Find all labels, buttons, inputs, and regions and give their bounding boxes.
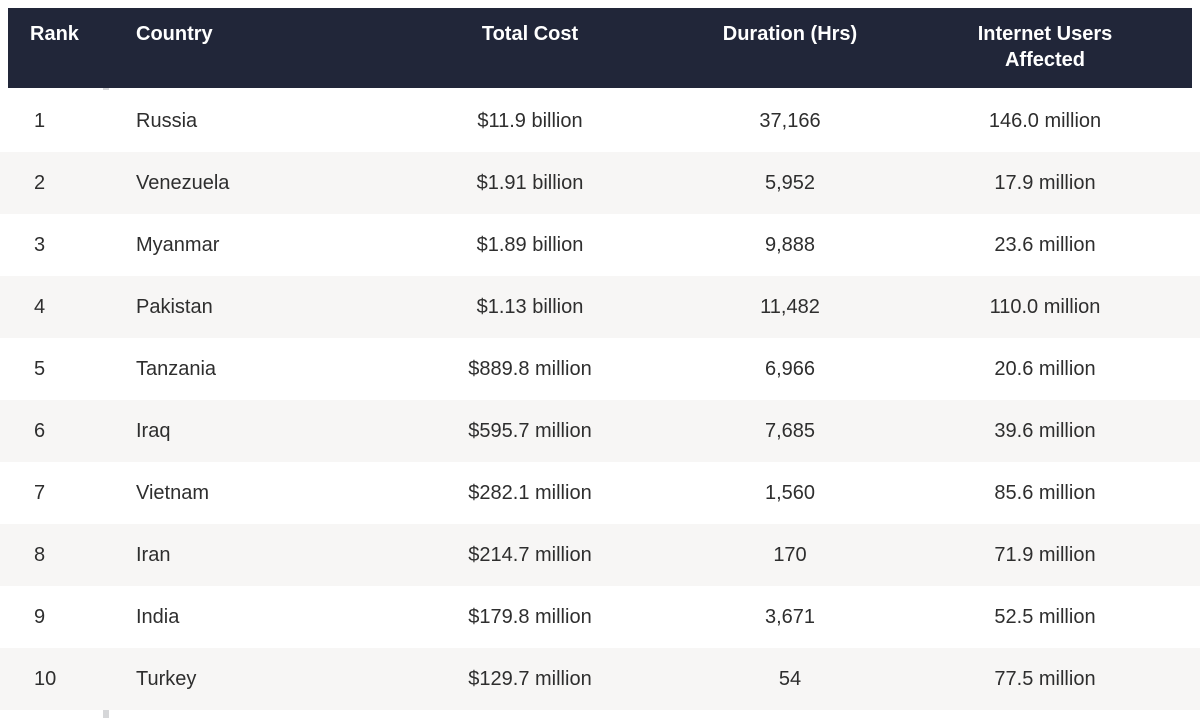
duration-cell: 170 [773, 543, 807, 566]
table-body: 1 Russia $11.9 billion 37,166 146.0 mill… [0, 90, 1200, 710]
users-affected-cell: 146.0 million [988, 109, 1102, 132]
rank-cell: 5 [34, 357, 46, 380]
table-header-row: Rank Country Total Cost Duration (Hrs) I… [0, 8, 1200, 88]
total-cost-cell: $1.13 billion [476, 295, 584, 318]
duration-cell: 37,166 [759, 109, 821, 132]
table-row: 10 Turkey $129.7 million 54 77.5 million [0, 648, 1200, 710]
table-row: 2 Venezuela $1.91 billion 5,952 17.9 mil… [0, 152, 1200, 214]
total-cost-cell: $11.9 billion [477, 109, 583, 132]
column-header-total-cost: Total Cost [481, 23, 579, 45]
total-cost-cell: $1.89 billion [476, 233, 584, 256]
column-header-rank: Rank [30, 23, 79, 45]
duration-cell: 5,952 [764, 171, 816, 194]
country-cell: Venezuela [136, 171, 230, 194]
total-cost-cell: $595.7 million [468, 419, 592, 442]
total-cost-cell: $214.7 million [468, 543, 592, 566]
users-affected-cell: 20.6 million [994, 357, 1096, 380]
table-row: 4 Pakistan $1.13 billion 11,482 110.0 mi… [0, 276, 1200, 338]
rank-cell: 3 [34, 233, 46, 256]
duration-cell: 3,671 [764, 605, 816, 628]
country-cell: Iran [136, 543, 171, 566]
rank-cell: 8 [34, 543, 46, 566]
users-affected-cell: 39.6 million [994, 419, 1096, 442]
rank-cell: 2 [34, 171, 46, 194]
column-header-users-affected-label: Internet Users Affected [977, 23, 1113, 71]
users-affected-cell: 71.9 million [994, 543, 1096, 566]
rank-cell: 4 [34, 295, 46, 318]
country-cell: India [136, 605, 180, 628]
table-header-background [8, 8, 1192, 88]
column-header-duration: Duration (Hrs) [722, 23, 858, 45]
users-affected-cell: 110.0 million [989, 295, 1101, 318]
duration-cell: 7,685 [764, 419, 816, 442]
rank-cell: 9 [34, 605, 46, 628]
table-row: 3 Myanmar $1.89 billion 9,888 23.6 milli… [0, 214, 1200, 276]
country-cell: Turkey [136, 667, 197, 690]
users-affected-cell: 85.6 million [994, 481, 1096, 504]
total-cost-cell: $1.91 billion [476, 171, 584, 194]
rank-cell: 6 [34, 419, 46, 442]
duration-cell: 6,966 [764, 357, 816, 380]
rank-cell: 1 [34, 109, 46, 132]
country-cell: Pakistan [136, 295, 213, 318]
table-row: 7 Vietnam $282.1 million 1,560 85.6 mill… [0, 462, 1200, 524]
duration-cell: 9,888 [764, 233, 816, 256]
total-cost-cell: $282.1 million [468, 481, 592, 504]
total-cost-cell: $889.8 million [468, 357, 592, 380]
table-row: 8 Iran $214.7 million 170 71.9 million [0, 524, 1200, 586]
table-row: 1 Russia $11.9 billion 37,166 146.0 mill… [0, 90, 1200, 152]
table-row: 9 India $179.8 million 3,671 52.5 millio… [0, 586, 1200, 648]
country-cell: Tanzania [136, 357, 217, 380]
users-affected-cell: 77.5 million [994, 667, 1096, 690]
users-affected-cell: 23.6 million [994, 233, 1096, 256]
country-cell: Russia [136, 109, 198, 132]
table-row: 6 Iraq $595.7 million 7,685 39.6 million [0, 400, 1200, 462]
users-affected-cell: 17.9 million [994, 171, 1096, 194]
country-cell: Iraq [136, 419, 171, 442]
total-cost-cell: $179.8 million [468, 605, 592, 628]
rank-cell: 7 [34, 481, 46, 504]
total-cost-cell: $129.7 million [468, 667, 592, 690]
column-header-country: Country [136, 23, 213, 45]
country-cell: Vietnam [136, 481, 210, 504]
column-header-users-affected: Internet Users Affected [890, 8, 1200, 88]
duration-cell: 54 [778, 667, 802, 690]
users-affected-cell: 52.5 million [994, 605, 1096, 628]
duration-cell: 11,482 [760, 295, 820, 318]
duration-cell: 1,560 [764, 481, 816, 504]
table-row: 5 Tanzania $889.8 million 6,966 20.6 mil… [0, 338, 1200, 400]
country-cell: Myanmar [136, 233, 220, 256]
rank-cell: 10 [34, 667, 57, 690]
